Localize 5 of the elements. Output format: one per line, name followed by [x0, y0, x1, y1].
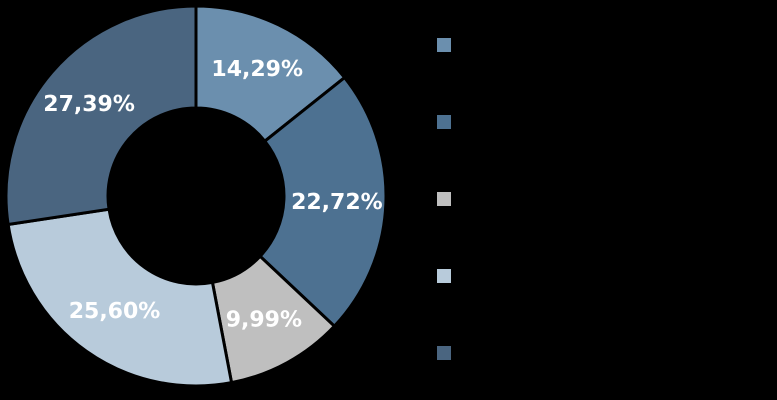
data-label: 27,39%: [43, 92, 135, 118]
data-label: 9,99%: [226, 308, 302, 333]
data-label: 22,72%: [291, 190, 383, 215]
data-label: 25,60%: [68, 299, 160, 324]
data-label: 14,29%: [211, 56, 304, 82]
